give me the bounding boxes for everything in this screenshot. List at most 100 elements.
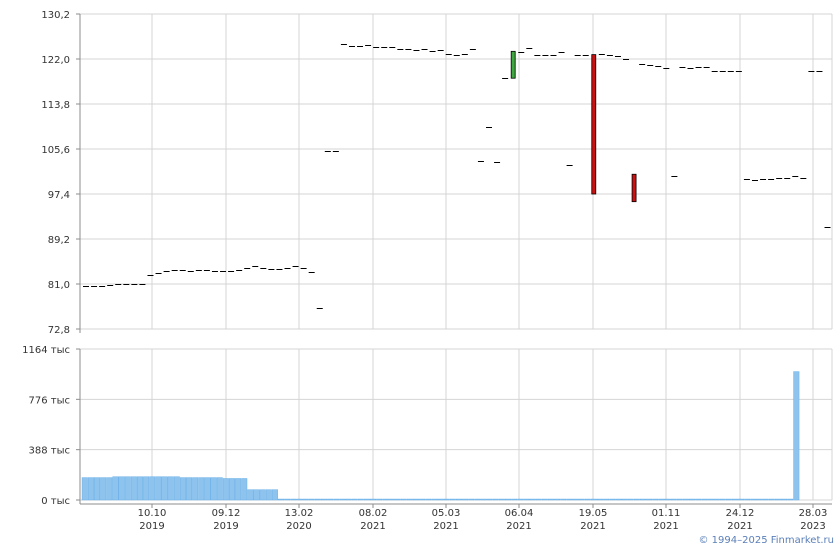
volume-bar xyxy=(449,498,456,501)
price-series xyxy=(83,44,831,309)
volume-bar xyxy=(149,476,156,501)
volume-bar xyxy=(81,477,88,501)
price-y-tick-label: 122,0 xyxy=(41,55,70,66)
x-tick-label-year: 2019 xyxy=(213,521,238,532)
volume-bar xyxy=(523,498,530,501)
volume-bar xyxy=(541,498,548,501)
volume-bar xyxy=(584,498,591,501)
price-y-tick-label: 113,8 xyxy=(41,100,70,111)
volume-y-tick-label: 1164 тыс xyxy=(22,345,70,356)
volume-bar xyxy=(351,498,358,501)
volume-bar xyxy=(94,477,101,501)
volume-bar xyxy=(732,498,738,501)
x-tick-label-day: 10.10 xyxy=(138,508,167,519)
volume-bar xyxy=(664,498,671,501)
price-y-tick-label: 89,2 xyxy=(48,235,70,246)
volume-bar xyxy=(560,498,567,501)
volume-bar xyxy=(621,498,628,501)
x-tick-label-year: 2021 xyxy=(433,521,458,532)
volume-bar xyxy=(652,498,659,501)
volume-bar xyxy=(400,498,407,501)
x-tick-label-year: 2021 xyxy=(506,521,531,532)
x-tick-label-year: 2023 xyxy=(800,521,825,532)
volume-bar xyxy=(106,477,113,501)
volume-bar xyxy=(566,498,573,501)
volume-bar xyxy=(486,498,493,501)
volume-bar xyxy=(124,476,131,501)
volume-bar xyxy=(517,498,524,501)
volume-bar xyxy=(370,498,377,501)
volume-bar xyxy=(253,489,260,501)
volume-bar xyxy=(339,498,346,501)
x-tick-label-day: 09.12 xyxy=(212,508,241,519)
volume-bar xyxy=(701,498,708,501)
volume-bar xyxy=(725,498,732,501)
volume-bar xyxy=(762,498,769,501)
volume-bar xyxy=(603,498,610,501)
volume-bar xyxy=(118,476,125,501)
volume-bar xyxy=(388,498,395,501)
volume-bar xyxy=(210,477,217,501)
volume-bar xyxy=(529,498,536,501)
volume-bar xyxy=(376,498,383,501)
x-tick-label-day: 24.12 xyxy=(726,508,755,519)
volume-bar xyxy=(216,477,223,501)
volume-bar xyxy=(241,478,248,501)
volume-bar xyxy=(609,498,616,501)
volume-bar xyxy=(333,498,340,501)
price-candle-down xyxy=(591,54,597,195)
volume-bar xyxy=(787,498,794,501)
x-tick-label-day: 13.02 xyxy=(285,508,314,519)
volume-bar xyxy=(480,498,487,501)
volume-bar xyxy=(719,498,726,501)
volume-bar xyxy=(284,498,291,501)
volume-bar xyxy=(492,498,499,501)
copyright-credit: © 1994–2025 Finmarket.ru xyxy=(698,535,834,546)
volume-bar xyxy=(198,477,205,501)
x-tick-label-year: 2019 xyxy=(139,521,164,532)
volume-bar xyxy=(222,478,229,501)
volume-y-tick-label: 388 тыс xyxy=(29,446,70,457)
volume-bar xyxy=(597,498,603,501)
volume-bar xyxy=(627,498,634,501)
volume-bar xyxy=(682,498,689,501)
volume-bar xyxy=(137,476,143,501)
volume-bar xyxy=(639,498,646,501)
volume-bar xyxy=(278,498,285,501)
volume-bar xyxy=(204,477,211,501)
volume-bar xyxy=(689,498,695,501)
x-tick-label-day: 05.03 xyxy=(432,508,461,519)
volume-bar xyxy=(511,498,518,501)
volume-bar xyxy=(774,498,781,501)
volume-bar xyxy=(296,498,303,501)
volume-bar xyxy=(670,498,677,501)
volume-bar xyxy=(547,498,554,501)
volume-panel-grid xyxy=(80,348,833,501)
volume-bar xyxy=(308,498,315,501)
volume-bar xyxy=(572,498,579,501)
price-candle-down xyxy=(631,173,637,203)
x-tick-label-day: 08.02 xyxy=(359,508,388,519)
volume-bar xyxy=(738,498,745,501)
volume-bar xyxy=(695,498,702,501)
volume-bar xyxy=(462,498,469,501)
volume-bar xyxy=(455,498,462,501)
volume-bar xyxy=(87,477,94,501)
x-tick-label-day: 06.04 xyxy=(505,508,534,519)
volume-bar xyxy=(744,498,751,501)
volume-bar xyxy=(382,498,389,501)
volume-bar xyxy=(413,498,419,501)
volume-bar xyxy=(345,498,352,501)
volume-bar xyxy=(271,489,278,501)
price-panel-grid xyxy=(80,13,833,330)
volume-bar xyxy=(235,478,242,501)
volume-bar xyxy=(192,477,199,501)
x-tick-label-year: 2021 xyxy=(360,521,385,532)
volume-bar xyxy=(750,498,757,501)
chart-axes xyxy=(76,13,832,508)
volume-bar xyxy=(290,498,297,501)
volume-bar xyxy=(406,498,413,501)
price-y-tick-label: 105,6 xyxy=(41,145,70,156)
volume-bar xyxy=(707,498,714,501)
